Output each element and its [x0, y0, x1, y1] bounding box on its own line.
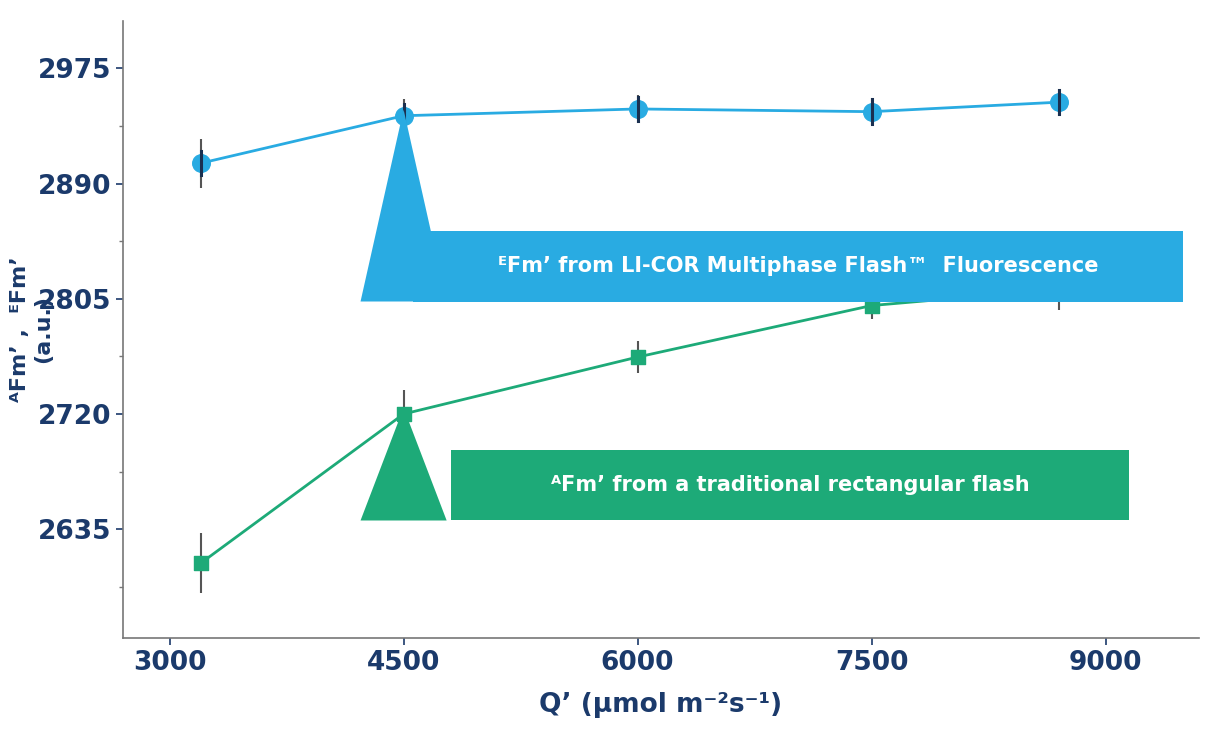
Point [861, 106, 881, 118]
Text: ᴬFm’ ,  ᴱFm’
(a.u.): ᴬFm’ , ᴱFm’ (a.u.) [10, 256, 52, 402]
FancyBboxPatch shape [414, 231, 1183, 302]
Point [394, 110, 414, 122]
Point [628, 103, 648, 115]
Polygon shape [361, 408, 447, 520]
Point [192, 557, 211, 569]
Point [1049, 96, 1069, 108]
FancyBboxPatch shape [451, 449, 1130, 520]
Polygon shape [361, 109, 447, 302]
Point [1049, 283, 1069, 295]
Point [394, 408, 414, 420]
Text: ᴬFm’ from a traditional rectangular flash: ᴬFm’ from a traditional rectangular flas… [551, 475, 1030, 495]
Text: ᴱFm’ from LI-COR Multiphase Flash™  Fluorescence: ᴱFm’ from LI-COR Multiphase Flash™ Fluor… [498, 256, 1098, 276]
Point [628, 351, 648, 363]
X-axis label: Q’ (μmol m⁻²s⁻¹): Q’ (μmol m⁻²s⁻¹) [539, 692, 782, 718]
Point [861, 299, 881, 311]
Point [192, 157, 211, 169]
